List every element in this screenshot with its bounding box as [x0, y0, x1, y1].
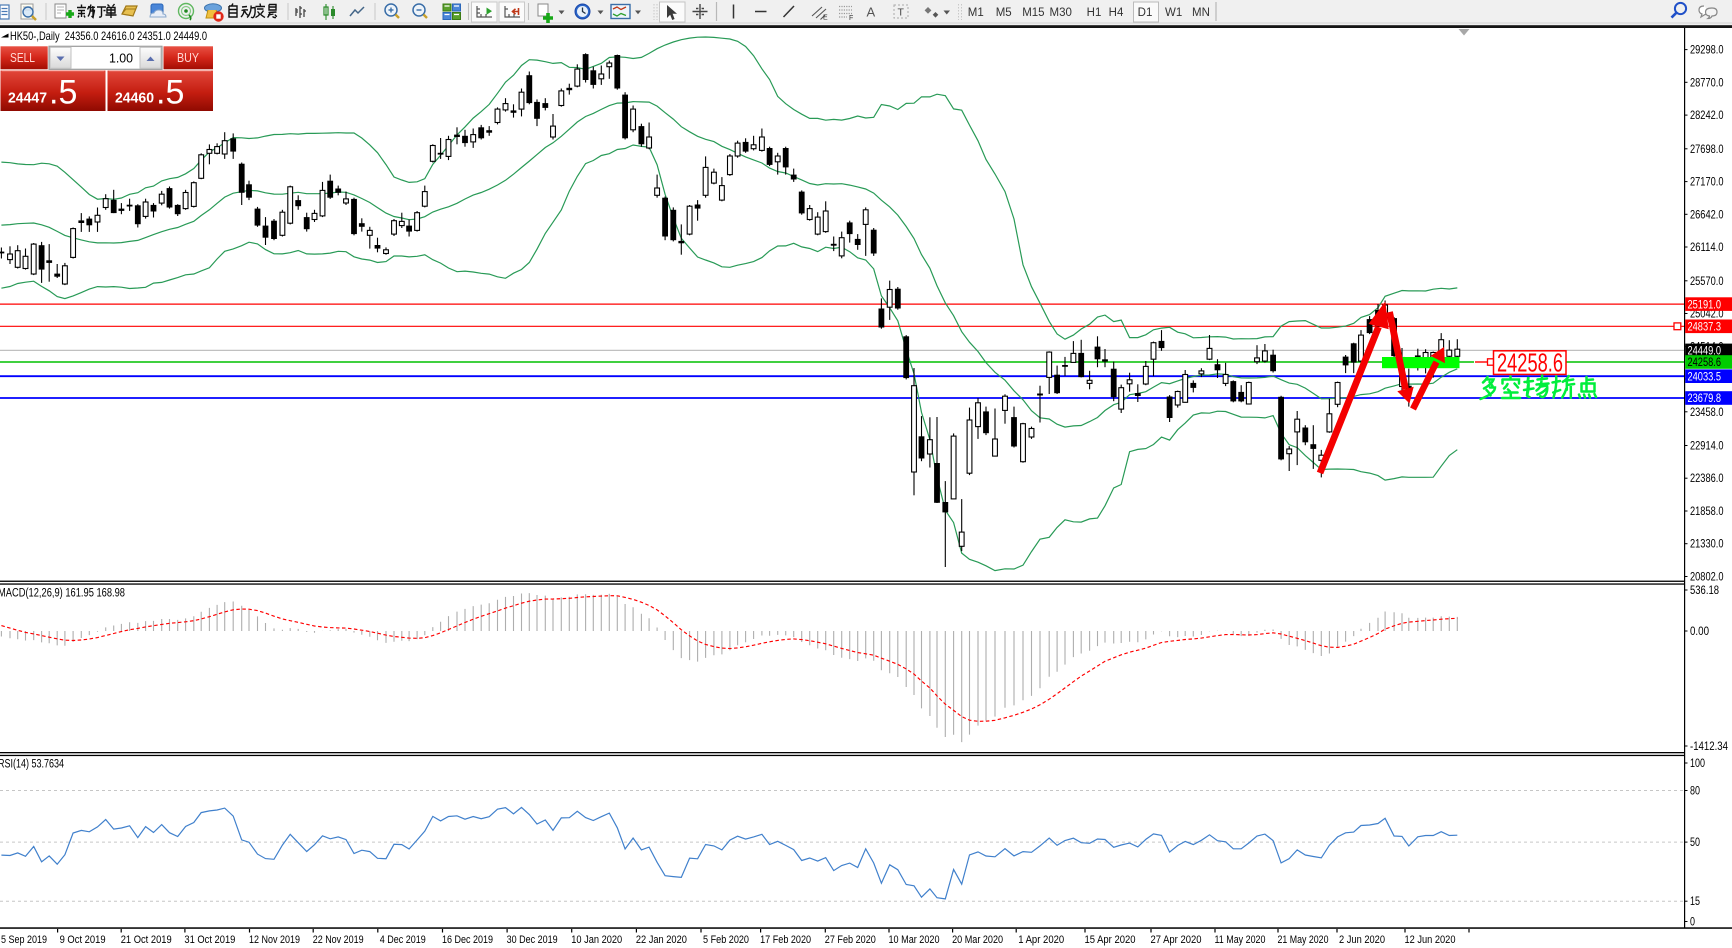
svg-text:4 Dec 2019: 4 Dec 2019 — [380, 934, 426, 946]
svg-text:1 Apr 2020: 1 Apr 2020 — [1018, 934, 1064, 946]
svg-text:10 Jan 2020: 10 Jan 2020 — [571, 934, 622, 946]
svg-text:10 Mar 2020: 10 Mar 2020 — [889, 934, 940, 946]
svg-text:22 Jan 2020: 22 Jan 2020 — [636, 934, 687, 946]
svg-text:25191.0: 25191.0 — [1688, 299, 1722, 311]
svg-text:HK50-,Daily 24356.0 24616.0 2: HK50-,Daily 24356.0 24616.0 24351.0 2444… — [10, 29, 207, 43]
svg-text:23679.8: 23679.8 — [1688, 393, 1722, 405]
svg-text:26642.0: 26642.0 — [1690, 209, 1724, 221]
svg-text:H4: H4 — [1109, 7, 1124, 19]
svg-text:24258.6: 24258.6 — [1497, 347, 1563, 377]
svg-text:24033.5: 24033.5 — [1688, 371, 1722, 383]
svg-text:D1: D1 — [1138, 7, 1153, 19]
svg-text:F: F — [849, 15, 853, 22]
svg-text:11 May 2020: 11 May 2020 — [1215, 934, 1266, 946]
svg-text:22914.0: 22914.0 — [1690, 441, 1724, 453]
svg-text:27170.0: 27170.0 — [1690, 177, 1724, 189]
svg-text:21 May 2020: 21 May 2020 — [1278, 934, 1329, 946]
svg-text:M1: M1 — [968, 7, 984, 19]
svg-text:SELL: SELL — [10, 51, 35, 65]
svg-text:23458.0: 23458.0 — [1690, 407, 1724, 419]
svg-text:28770.0: 28770.0 — [1690, 77, 1724, 89]
svg-text:22386.0: 22386.0 — [1690, 473, 1724, 485]
svg-text:-1412.34: -1412.34 — [1690, 741, 1728, 753]
svg-text:22 Nov 2019: 22 Nov 2019 — [313, 934, 364, 946]
svg-text:12 Jun 2020: 12 Jun 2020 — [1405, 934, 1456, 946]
svg-text:27 Apr 2020: 27 Apr 2020 — [1151, 934, 1202, 946]
svg-text:5 Sep 2019: 5 Sep 2019 — [1, 934, 47, 946]
svg-text:536.18: 536.18 — [1690, 585, 1719, 597]
svg-text:0: 0 — [1690, 917, 1695, 929]
svg-text:31 Oct 2019: 31 Oct 2019 — [184, 934, 235, 946]
svg-text:W1: W1 — [1165, 7, 1182, 19]
svg-text:20 Mar 2020: 20 Mar 2020 — [952, 934, 1003, 946]
svg-text:27 Feb 2020: 27 Feb 2020 — [825, 934, 876, 946]
svg-text:MACD(12,26,9) 161.95 168.98: MACD(12,26,9) 161.95 168.98 — [0, 588, 125, 600]
svg-text:A: A — [867, 5, 876, 20]
svg-text:26114.0: 26114.0 — [1690, 242, 1724, 254]
svg-text:24837.3: 24837.3 — [1688, 322, 1722, 334]
svg-text:24460: 24460 — [115, 91, 154, 107]
svg-text:E: E — [823, 15, 828, 22]
svg-text:5 Feb 2020: 5 Feb 2020 — [703, 934, 749, 946]
svg-text:21858.0: 21858.0 — [1690, 506, 1724, 518]
svg-text:T: T — [898, 7, 905, 19]
svg-text:21 Oct 2019: 21 Oct 2019 — [121, 934, 172, 946]
svg-text:15 Apr 2020: 15 Apr 2020 — [1085, 934, 1136, 946]
svg-text:MN: MN — [1192, 7, 1210, 19]
svg-text:M15: M15 — [1022, 7, 1044, 19]
svg-text:27698.0: 27698.0 — [1690, 144, 1724, 156]
svg-text:20802.0: 20802.0 — [1690, 572, 1724, 584]
svg-text:15: 15 — [1690, 896, 1700, 908]
svg-text:25042.0: 25042.0 — [1690, 309, 1724, 321]
svg-text:16 Dec 2019: 16 Dec 2019 — [442, 934, 493, 946]
svg-text:100: 100 — [1690, 758, 1705, 770]
svg-text:80: 80 — [1690, 786, 1700, 798]
svg-text:30 Dec 2019: 30 Dec 2019 — [507, 934, 558, 946]
svg-text:9 Oct 2019: 9 Oct 2019 — [60, 934, 106, 946]
svg-text:M30: M30 — [1050, 7, 1072, 19]
svg-text:50: 50 — [1690, 837, 1700, 849]
svg-text:RSI(14) 53.7634: RSI(14) 53.7634 — [0, 759, 64, 771]
svg-text:0.00: 0.00 — [1690, 626, 1709, 638]
svg-text:25570.0: 25570.0 — [1690, 276, 1724, 288]
svg-text:.5: .5 — [49, 74, 77, 112]
svg-text:2 Jun 2020: 2 Jun 2020 — [1339, 934, 1385, 946]
svg-text:.5: .5 — [156, 74, 184, 112]
svg-text:BUY: BUY — [177, 51, 200, 65]
svg-text:28242.0: 28242.0 — [1690, 110, 1724, 122]
svg-text:12 Nov 2019: 12 Nov 2019 — [249, 934, 300, 946]
svg-text:21330.0: 21330.0 — [1690, 539, 1724, 551]
svg-text:24447: 24447 — [8, 91, 47, 107]
svg-text:17 Feb 2020: 17 Feb 2020 — [760, 934, 811, 946]
svg-text:24258.6: 24258.6 — [1688, 357, 1722, 369]
svg-text:29298.0: 29298.0 — [1690, 45, 1724, 57]
svg-text:1.00: 1.00 — [109, 51, 133, 66]
svg-text:H1: H1 — [1087, 7, 1102, 19]
svg-text:M5: M5 — [996, 7, 1012, 19]
svg-text:24449.0: 24449.0 — [1688, 346, 1722, 358]
